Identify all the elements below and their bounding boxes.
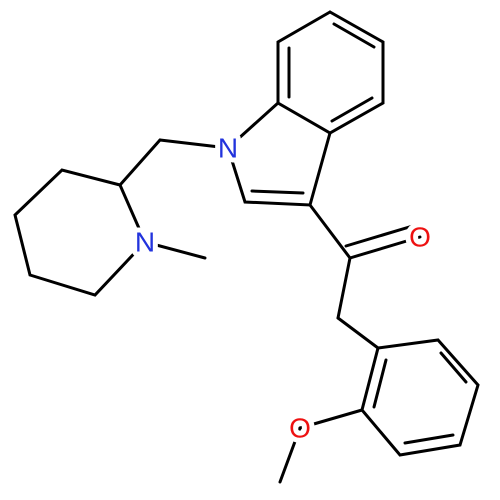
bond [360,338,480,457]
bond [298,408,364,430]
bond [332,22,376,49]
bond [278,426,302,484]
bond [276,10,385,135]
atom-label: N [218,133,238,164]
bond [143,240,207,260]
bond [13,168,147,297]
atom-label: O [289,413,311,444]
bonds [13,10,480,484]
bond [403,433,455,445]
bond [336,316,380,350]
bond [330,96,374,123]
bond [158,138,230,150]
bond [118,138,162,187]
bond [226,101,332,207]
bond [348,235,422,260]
atom-label: O [409,222,431,253]
bond [372,358,388,409]
bond [308,203,352,260]
bond [439,351,468,384]
bond [344,223,418,248]
bond [336,256,352,320]
atom-label: N [135,227,155,258]
bond [250,189,305,195]
